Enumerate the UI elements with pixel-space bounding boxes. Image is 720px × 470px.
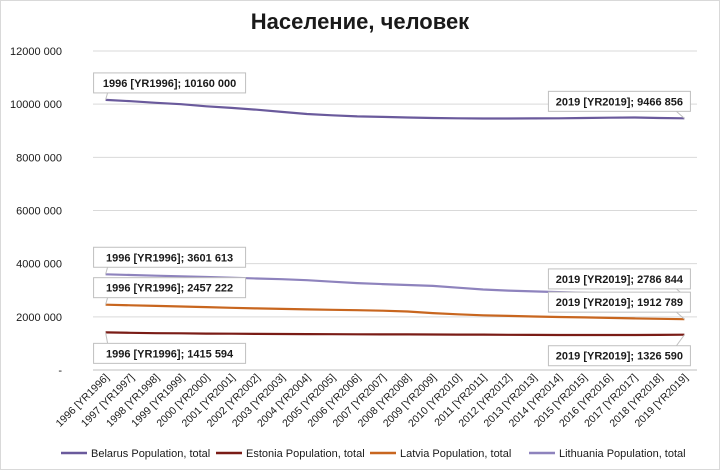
data-label-box <box>93 246 247 268</box>
data-label-text: 2019 [YR2019]; 1912 789 <box>556 297 683 309</box>
y-tick-label: - <box>58 365 62 377</box>
data-label-leader <box>676 311 685 320</box>
legend-label: Belarus Population, total <box>91 448 210 460</box>
y-tick-label: 10000 000 <box>10 99 62 111</box>
data-label-leader <box>105 332 109 344</box>
data-label-text: 2019 [YR2019]; 9466 856 <box>556 96 683 108</box>
legend-label: Estonia Population, total <box>246 448 365 460</box>
data-label-leader <box>676 334 685 347</box>
legend: Belarus Population, total Estonia Populat… <box>61 448 686 460</box>
data-label: 2019 [YR2019]; 9466 856 <box>547 90 691 119</box>
data-label: 2019 [YR2019]; 1326 590 <box>547 334 691 367</box>
data-label-text: 1996 [YR1996]; 10160 000 <box>103 78 236 90</box>
data-label-box <box>547 291 691 313</box>
y-axis-ticks: 12000 000 10000 000 8000 000 6000 000 4000 0… <box>10 46 62 377</box>
y-tick-label: 4000 000 <box>16 259 62 271</box>
data-label-box <box>547 345 691 367</box>
data-label-leader <box>105 267 109 275</box>
data-label-box <box>93 72 247 94</box>
legend-item: Belarus Population, total <box>61 448 210 460</box>
data-label: 1996 [YR1996]; 1415 594 <box>93 332 247 364</box>
data-label-box <box>93 277 247 299</box>
data-label-text: 1996 [YR1996]; 3601 613 <box>106 252 233 264</box>
data-label: 2019 [YR2019]; 1912 789 <box>547 291 691 320</box>
legend-item: Estonia Population, total <box>216 448 365 460</box>
data-label: 1996 [YR1996]; 2457 222 <box>93 277 247 305</box>
data-label-text: 2019 [YR2019]; 1326 590 <box>556 351 683 363</box>
legend-item: Lithuania Population, total <box>529 448 686 460</box>
data-label-leader <box>105 297 109 305</box>
data-label-leader <box>105 92 109 101</box>
legend-item: Latvia Population, total <box>370 448 511 460</box>
chart-title: Население, человек <box>250 9 470 34</box>
y-tick-label: 6000 000 <box>16 206 62 218</box>
x-axis-ticks: 1996 [YR1996]1997 [YR1997]1998 [YR1998]1… <box>54 372 691 430</box>
data-label-text: 1996 [YR1996]; 2457 222 <box>106 283 233 295</box>
data-label-text: 2019 [YR2019]; 2786 844 <box>556 274 684 286</box>
y-tick-label: 12000 000 <box>10 46 62 58</box>
series-line-0 <box>105 98 685 120</box>
legend-label: Lithuania Population, total <box>559 448 686 460</box>
data-label-leader <box>676 110 685 119</box>
legend-label: Latvia Population, total <box>400 448 511 460</box>
y-tick-label: 2000 000 <box>16 312 62 324</box>
data-label: 1996 [YR1996]; 3601 613 <box>93 246 247 275</box>
series-line-2 <box>105 303 685 321</box>
data-label-box <box>547 90 691 112</box>
data-label: 2019 [YR2019]; 2786 844 <box>547 268 691 297</box>
data-label-text: 1996 [YR1996]; 1415 594 <box>106 348 234 360</box>
data-label-box <box>547 268 691 290</box>
data-label: 1996 [YR1996]; 10160 000 <box>93 72 247 101</box>
data-labels: 1996 [YR1996]; 10160 000 2019 [YR2019]; 9… <box>93 72 691 367</box>
y-tick-label: 8000 000 <box>16 152 62 164</box>
series-line-1 <box>105 331 685 337</box>
data-label-box <box>93 342 247 364</box>
